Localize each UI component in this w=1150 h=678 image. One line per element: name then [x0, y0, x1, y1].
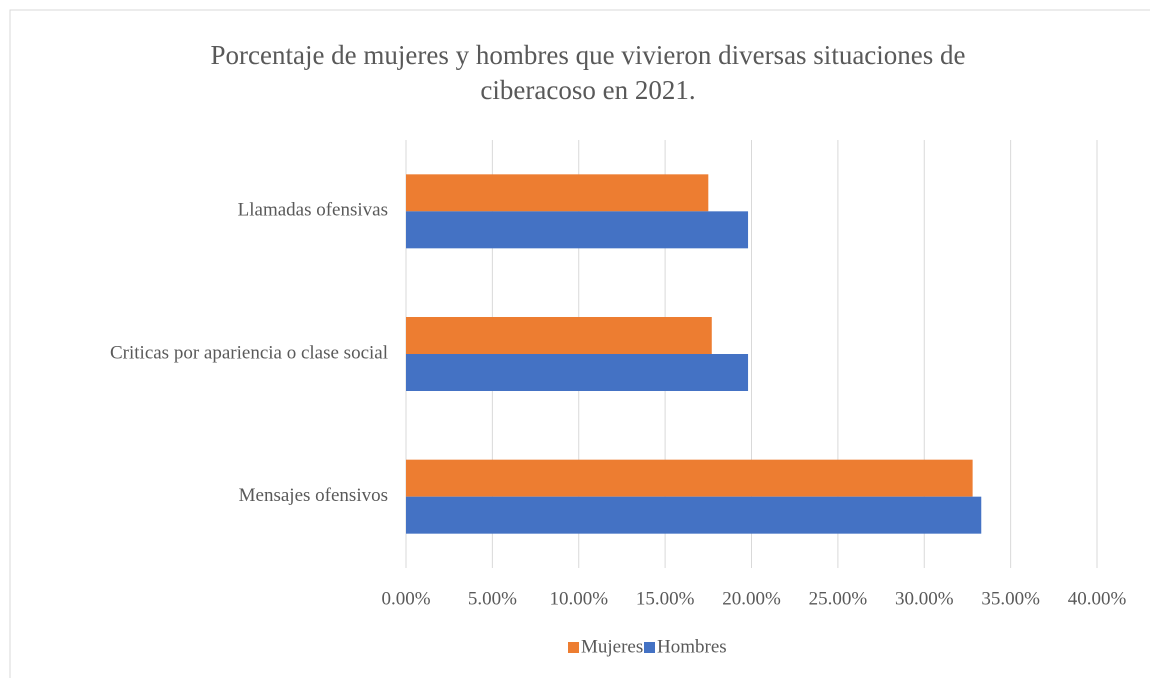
bar: [406, 459, 973, 497]
legend-label: Mujeres: [581, 636, 643, 657]
chart-title: ciberacoso en 2021.: [480, 75, 695, 105]
x-tick-label: 5.00%: [468, 588, 517, 609]
legend-swatch: [644, 642, 655, 653]
y-tick-label: Llamadas ofensivas: [238, 200, 388, 221]
bar: [406, 211, 749, 249]
x-tick-label: 40.00%: [1068, 588, 1127, 609]
chart-title: Porcentaje de mujeres y hombres que vivi…: [210, 40, 965, 70]
x-tick-label: 25.00%: [809, 588, 868, 609]
x-tick-label: 30.00%: [895, 588, 954, 609]
x-tick-label: 15.00%: [636, 588, 695, 609]
x-tick-label: 20.00%: [722, 588, 781, 609]
x-tick-label: 0.00%: [381, 588, 430, 609]
x-tick-label: 10.00%: [549, 588, 608, 609]
bar: [406, 496, 982, 534]
x-tick-label: 35.00%: [981, 588, 1040, 609]
y-tick-label: Criticas por apariencia o clase social: [110, 342, 388, 363]
legend-label: Hombres: [657, 636, 727, 657]
bar: [406, 174, 709, 212]
y-tick-label: Mensajes ofensivos: [239, 485, 388, 506]
bar: [406, 354, 749, 391]
bar: [406, 317, 712, 354]
legend-swatch: [568, 642, 579, 653]
